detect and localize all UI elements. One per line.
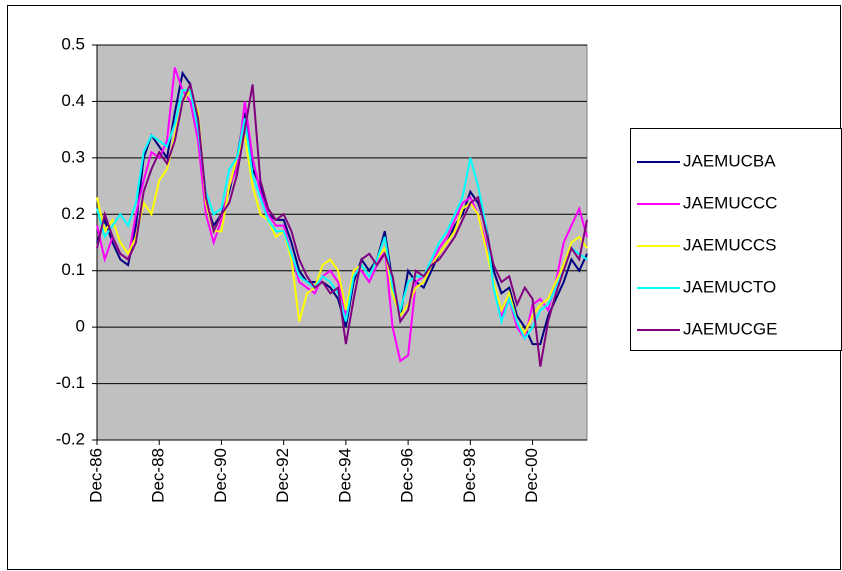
x-tick-label: Dec-98 (460, 448, 479, 503)
y-tick-label: -0.1 (56, 373, 85, 392)
y-tick-label: 0.2 (61, 204, 85, 223)
legend-label: JAEMUCBA (683, 151, 776, 170)
legend-box (630, 128, 842, 351)
legend-label: JAEMUCCC (683, 193, 777, 212)
y-tick-label: 0 (76, 317, 85, 336)
series-line (96, 89, 588, 341)
x-tick-label: Dec-86 (86, 448, 105, 503)
y-tick-label: 0.4 (61, 91, 85, 110)
y-tick-label: 0.5 (61, 34, 85, 53)
x-tick-label: Dec-96 (398, 448, 417, 503)
legend-label: JAEMUCTO (683, 277, 776, 296)
legend-label: JAEMUCGE (683, 319, 777, 338)
x-tick-label: Dec-90 (211, 448, 230, 503)
x-tick-label: Dec-92 (273, 448, 292, 503)
x-tick-label: Dec-00 (522, 448, 541, 503)
x-tick-label: Dec-88 (149, 448, 168, 503)
series-line (96, 81, 588, 367)
x-tick-label: Dec-94 (335, 448, 354, 503)
legend-label: JAEMUCCS (683, 235, 777, 254)
y-tick-label: 0.1 (61, 260, 85, 279)
y-tick-label: 0.3 (61, 147, 85, 166)
y-tick-label: -0.2 (56, 429, 85, 448)
